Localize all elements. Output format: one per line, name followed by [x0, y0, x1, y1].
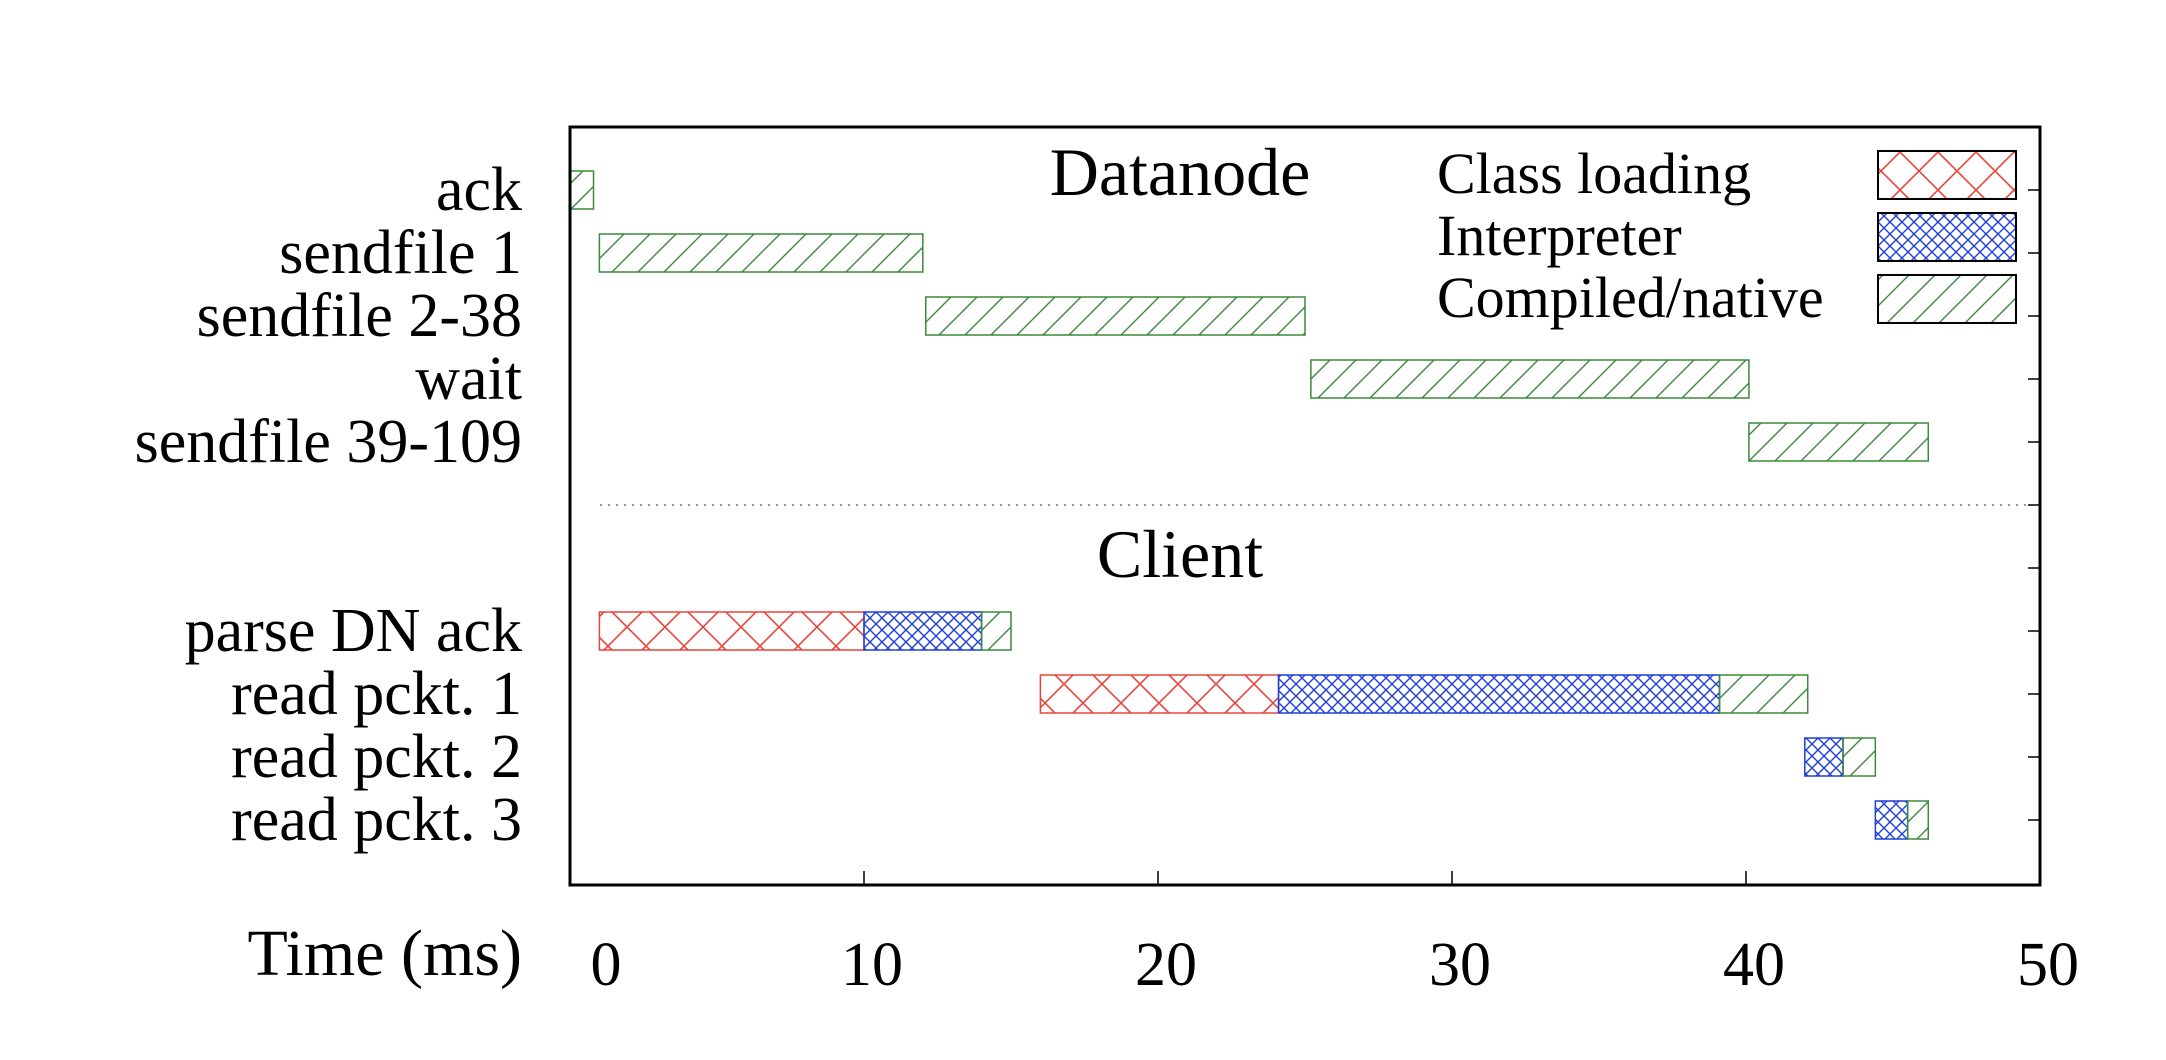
bar-read-pckt-3-compiled-native	[1906, 800, 1930, 840]
bar-sendfile-39-109-compiled-native	[1748, 422, 1930, 462]
row-label-parse-dn-ack: parse DN ack	[185, 597, 522, 665]
x-axis-title: Time (ms)	[248, 917, 522, 990]
plot-frame-layer	[568, 125, 2042, 887]
x-tick-label: 50	[2017, 931, 2079, 999]
bar-read-pckt-1-compiled-native	[1718, 674, 1809, 714]
x-tick-label: 20	[1135, 931, 1197, 999]
legend-swatch-interpreter	[1877, 212, 2017, 262]
section-label-client: Client	[1097, 516, 1263, 592]
bar-parse-dn-ack-class-loading	[598, 611, 865, 651]
legend-swatch-class-loading	[1877, 150, 2017, 200]
bar-read-pckt-1-class-loading	[1039, 674, 1280, 714]
x-tick-label: 10	[841, 931, 903, 999]
bar-read-pckt-3-interpreter	[1874, 800, 1909, 840]
bar-parse-dn-ack-interpreter	[863, 611, 983, 651]
legend-swatch-compiled-native	[1877, 274, 2017, 324]
row-label-sendfile-2-38: sendfile 2-38	[197, 282, 522, 350]
bar-wait-compiled-native	[1310, 359, 1750, 399]
bar-read-pckt-2-compiled-native	[1842, 737, 1877, 777]
bar-sendfile-1-compiled-native	[598, 233, 924, 273]
bar-read-pckt-1-interpreter	[1277, 674, 1721, 714]
plot-frame	[568, 125, 2042, 887]
bar-parse-dn-ack-compiled-native	[980, 611, 1012, 651]
row-label-sendfile-39-109: sendfile 39-109	[135, 408, 522, 476]
row-label-ack: ack	[436, 156, 522, 224]
bar-ack-compiled-native	[569, 170, 595, 210]
x-tick-label: 30	[1429, 931, 1491, 999]
bar-read-pckt-2-interpreter	[1804, 737, 1844, 777]
section-label-datanode: Datanode	[1050, 134, 1311, 210]
bar-sendfile-2-38-compiled-native	[924, 296, 1306, 336]
row-label-sendfile-1: sendfile 1	[279, 219, 522, 287]
bars-layer	[569, 170, 1930, 840]
row-label-read-pckt-1: read pckt. 1	[231, 660, 522, 728]
x-tick-label: 0	[591, 931, 622, 999]
x-tick-label: 40	[1723, 931, 1785, 999]
row-label-read-pckt-2: read pckt. 2	[231, 723, 522, 791]
row-label-wait: wait	[415, 345, 522, 413]
row-label-read-pckt-3: read pckt. 3	[231, 786, 522, 854]
legend-label-interpreter: Interpreter	[1437, 203, 1682, 268]
legend-label-compiled-native: Compiled/native	[1437, 265, 1824, 330]
legend-label-class-loading: Class loading	[1437, 141, 1751, 206]
